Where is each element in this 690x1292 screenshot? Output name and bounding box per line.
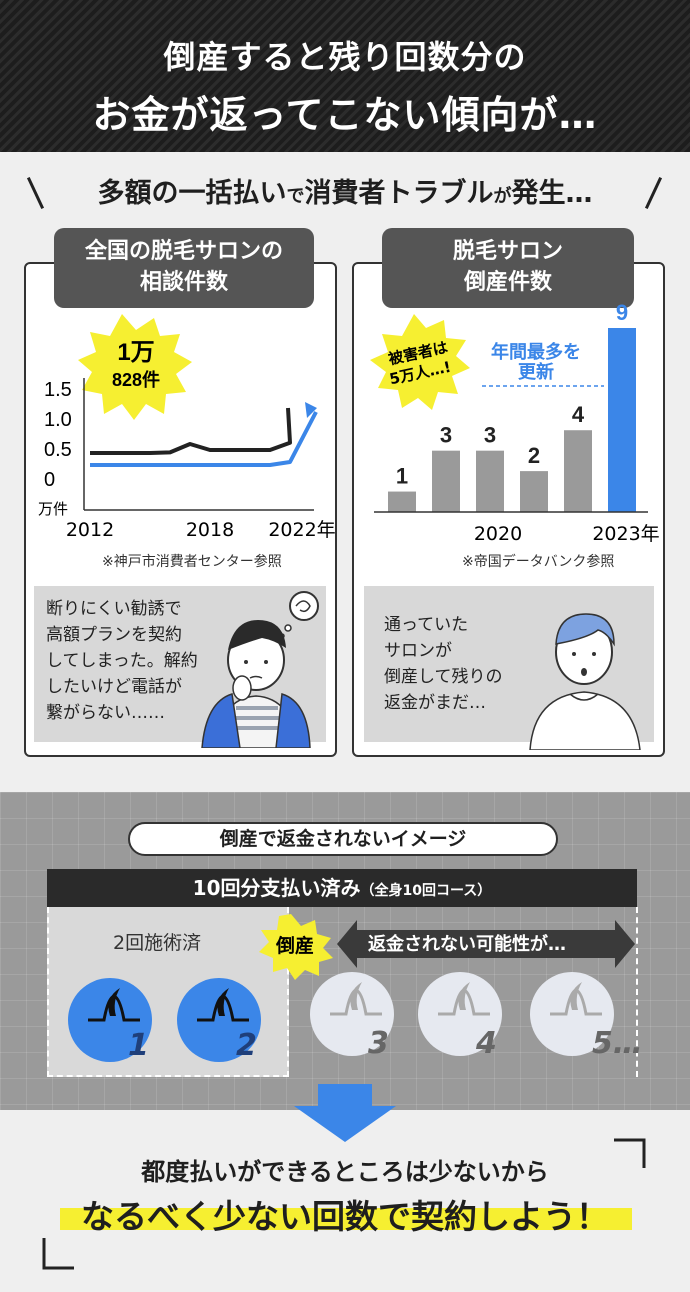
bankruptcy-tab-line1: 脱毛サロン (452, 239, 563, 264)
corner-bracket-top-right (614, 1138, 646, 1168)
hair-follicle-icon-4 (438, 982, 490, 1016)
record-note-line2: 更新 (518, 361, 554, 383)
consultation-line-chart: 1万 828件 1.5 1.0 0.5 0 2012 2018 2022年 万件 (38, 314, 336, 541)
bottom-message-line1: 都度払いができるところは少ないから (141, 1158, 549, 1186)
y-tick-label: 1.5 (44, 379, 72, 401)
bar-5 (564, 430, 592, 512)
title-part-e: 発生… (511, 178, 593, 209)
y-tick-label: 1.0 (44, 409, 72, 431)
bar-2 (432, 450, 460, 512)
x-tick-label: 2018 (186, 519, 234, 541)
consultation-panel-tab: 全国の脱毛サロンの 相談件数 (54, 228, 314, 308)
completed-sessions-label: 2回施術済 (113, 932, 202, 954)
bar-6 (608, 328, 636, 512)
blue-arrow-head (305, 402, 317, 418)
bar-value-label: 9 (616, 300, 628, 325)
consultation-tab-line1: 全国の脱毛サロンの (84, 239, 283, 264)
burst-left-line1: 1万 (117, 339, 154, 366)
corner-bracket-bottom-left (42, 1238, 74, 1270)
series-line-2 (90, 411, 318, 467)
consultation-tab-line2: 相談件数 (139, 270, 228, 295)
bar-3 (476, 450, 504, 512)
session-number-2: 2 (236, 1028, 257, 1063)
worried-woman-illustration (201, 591, 319, 748)
x-tick-label: 2023年 (592, 523, 659, 545)
title-part-d: が (493, 186, 512, 207)
bottom-highlight (60, 1208, 632, 1230)
double-arrow (337, 920, 635, 968)
bar-value-label: 1 (396, 464, 408, 489)
session-number-3: 3 (368, 1026, 389, 1061)
burst-left-line2: 828件 (112, 369, 160, 390)
no-refund-text: 返金されない可能性が… (368, 934, 566, 955)
x-tick-label: 2020 (474, 523, 522, 545)
refund-image-pill: 倒産で返金されないイメージ (128, 822, 558, 856)
hair-icons (88, 982, 602, 1022)
hair-follicle-icon-1 (88, 988, 140, 1022)
session-number-1: 1 (128, 1028, 149, 1063)
section1-title: 多額の一括払いで消費者トラブルが発生… (0, 172, 690, 216)
bankruptcy-burst (259, 914, 333, 980)
title-part-b: で (286, 186, 305, 207)
bankruptcy-arrow-group: 倒産 (259, 914, 635, 980)
paid-ten-sessions-bar: 10回分支払い済み（全身10回コース） (47, 869, 637, 907)
bar-1 (388, 491, 416, 512)
y-tick-label: 0 (44, 469, 55, 491)
bankruptcy-burst-text: 倒産 (275, 934, 314, 957)
burst-shape-left (78, 314, 192, 420)
title-part-a: 多額の一括払い (97, 178, 287, 209)
surprised-man-illustration (529, 613, 641, 750)
bankruptcy-tab-line2: 倒産件数 (463, 270, 552, 295)
consultation-source: ※神戸市消費者センター参照 (102, 554, 282, 570)
x-tick-label: 2012 (66, 519, 114, 541)
bar-value-label: 4 (572, 402, 585, 427)
hair-follicle-icon-2 (197, 988, 249, 1022)
paid-main-text: 10回分支払い済み (192, 876, 361, 900)
bankruptcy-panel-tab: 脱毛サロン 倒産件数 (382, 228, 634, 308)
session-number-4: 4 (476, 1026, 497, 1061)
right-dashed-border (636, 907, 638, 1077)
header-title-line2: お金が返ってこない傾向が… (92, 93, 598, 137)
header-banner: 倒産すると残り回数分の お金が返ってこない傾向が… (0, 0, 690, 152)
unit-label: 万件 (38, 500, 68, 518)
title-part-c: 消費者トラブル (304, 178, 494, 209)
consultation-quote: 断りにくい勧誘で 高額プランを契約 してしまった。解約 したいけど電話が 繋がら… (46, 599, 198, 723)
bar-value-label: 3 (484, 423, 496, 448)
record-note-line1: 年間最多を (491, 341, 581, 363)
x-tick-label: 2022年 (268, 519, 335, 541)
paid-sub-text: （全身10回コース） (360, 883, 492, 899)
series-line-1 (90, 407, 292, 455)
header-title-line1: 倒産すると残り回数分の (163, 38, 527, 76)
bar-4 (520, 471, 548, 512)
hair-follicle-icon-5 (550, 982, 602, 1016)
session-number-5: 5… (592, 1026, 643, 1061)
bar-value-label: 2 (528, 443, 540, 468)
burst-shape-right (370, 314, 470, 410)
down-arrow-icon (294, 1084, 396, 1142)
y-tick-label: 0.5 (44, 439, 72, 461)
bankruptcy-source: ※帝国データバンク参照 (462, 554, 615, 570)
bankruptcy-quote: 通っていた サロンが 倒産して残りの 返金がまだ… (384, 615, 503, 713)
bar-value-label: 3 (440, 423, 452, 448)
hair-follicle-icon-3 (330, 982, 382, 1016)
bottom-message-line2: なるべく少ない回数で契約しよう！ (81, 1197, 609, 1236)
